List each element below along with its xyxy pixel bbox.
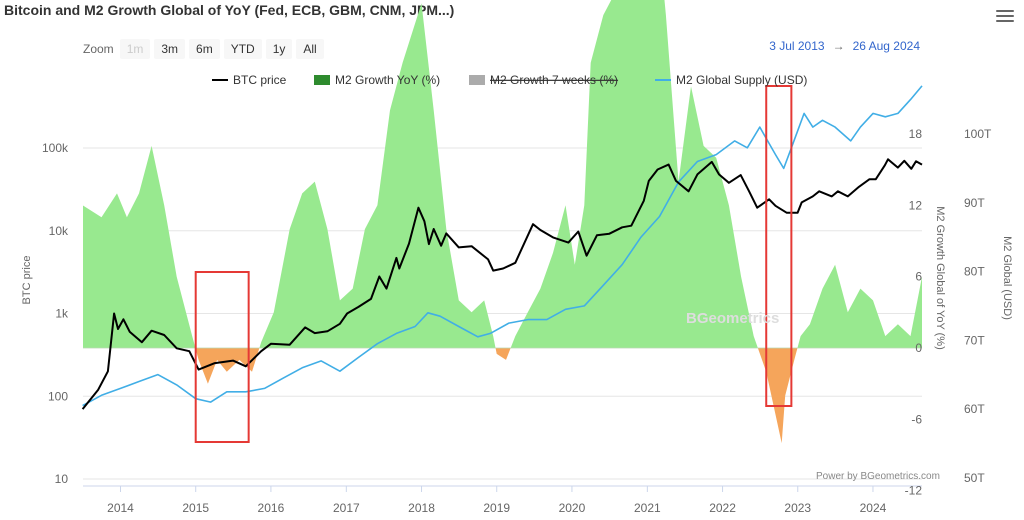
m2-supply-axis-tick-label: 70T bbox=[964, 333, 985, 347]
x-axis-tick-label: 2020 bbox=[559, 501, 586, 515]
zoom-label: Zoom bbox=[83, 42, 114, 56]
zoom-3m-button[interactable]: 3m bbox=[154, 39, 186, 59]
x-axis-tick-label: 2022 bbox=[709, 501, 736, 515]
legend-symbol bbox=[469, 75, 485, 85]
m2-supply-axis-tick-label: 60T bbox=[964, 402, 985, 416]
m2-supply-axis-title: M2 Global (USD) bbox=[1001, 236, 1013, 320]
legend-item[interactable]: M2 Growth 7 weeks (%) bbox=[469, 73, 618, 87]
x-axis-tick-label: 2023 bbox=[784, 501, 811, 515]
legend-label: M2 Growth 7 weeks (%) bbox=[490, 73, 618, 87]
range-from-input[interactable]: 3 Jul 2013 bbox=[769, 39, 825, 53]
date-range: 3 Jul 2013 → 26 Aug 2024 bbox=[720, 39, 920, 53]
range-arrow-icon: → bbox=[832, 39, 845, 53]
m2-growth-axis-tick-label: 18 bbox=[909, 127, 923, 141]
m2-growth-axis-tick-label: 6 bbox=[915, 270, 922, 284]
m2-supply-axis-tick-label: 100T bbox=[964, 127, 992, 141]
btc-axis-tick-label: 10k bbox=[49, 224, 69, 238]
zoom-ytd-button[interactable]: YTD bbox=[223, 39, 262, 59]
btc-axis-title: BTC price bbox=[21, 256, 33, 305]
m2-supply-line bbox=[82, 85, 923, 407]
x-axis-tick-label: 2017 bbox=[333, 501, 360, 515]
zoom-1y-button[interactable]: 1y bbox=[265, 39, 293, 59]
credits-link[interactable]: Power by BGeometrics.com bbox=[816, 471, 940, 482]
x-axis-tick-label: 2018 bbox=[408, 501, 435, 515]
zoom-6m-button[interactable]: 6m bbox=[189, 39, 220, 59]
x-axis-tick-label: 2015 bbox=[182, 501, 209, 515]
watermark: BGeometrics bbox=[686, 310, 780, 327]
highlight-box bbox=[194, 271, 250, 443]
m2-supply-axis-tick-label: 80T bbox=[964, 265, 985, 279]
legend-item[interactable]: M2 Global Supply (USD) bbox=[655, 73, 807, 87]
legend-label: BTC price bbox=[233, 73, 287, 87]
hamburger-menu-icon[interactable] bbox=[996, 10, 1014, 24]
zoom-controls: Zoom 1m 3m 6m YTD 1y All bbox=[83, 39, 328, 59]
btc-axis-tick-label: 1k bbox=[55, 307, 69, 321]
btc-axis-tick-label: 100k bbox=[42, 141, 69, 155]
legend-label: M2 Growth YoY (%) bbox=[335, 73, 440, 87]
x-axis-tick-label: 2024 bbox=[860, 501, 887, 515]
x-axis-tick-label: 2014 bbox=[107, 501, 134, 515]
legend-label: M2 Global Supply (USD) bbox=[676, 73, 807, 87]
x-axis-tick-label: 2019 bbox=[483, 501, 510, 515]
chart-title: Bitcoin and M2 Growth Global of YoY (Fed… bbox=[4, 2, 455, 18]
x-axis-tick-label: 2016 bbox=[258, 501, 285, 515]
x-axis-tick-label: 2021 bbox=[634, 501, 661, 515]
m2-growth-axis-tick-label: 0 bbox=[915, 341, 922, 355]
m2-growth-negative-area bbox=[83, 348, 922, 444]
m2-growth-axis-tick-label: 12 bbox=[909, 198, 923, 212]
m2-growth-positive-area bbox=[83, 0, 922, 348]
highlight-box bbox=[765, 85, 793, 407]
zoom-1m-button[interactable]: 1m bbox=[119, 39, 151, 59]
m2-growth-axis-tick-label: -6 bbox=[911, 412, 922, 426]
legend-item[interactable]: M2 Growth YoY (%) bbox=[314, 73, 440, 87]
m2-supply-axis-tick-label: 50T bbox=[964, 471, 985, 485]
btc-axis-tick-label: 100 bbox=[48, 389, 68, 403]
legend-symbol bbox=[314, 75, 330, 85]
m2-growth-axis-title: M2 Growth Global of YoY (%) bbox=[934, 206, 946, 349]
btc-price-line bbox=[81, 158, 923, 410]
m2-supply-axis-tick-label: 90T bbox=[964, 196, 985, 210]
m2-growth-axis-tick-label: -12 bbox=[905, 484, 923, 498]
legend-item[interactable]: BTC price bbox=[212, 73, 287, 87]
zoom-all-button[interactable]: All bbox=[296, 39, 324, 59]
range-to-input[interactable]: 26 Aug 2024 bbox=[852, 39, 920, 53]
btc-axis-tick-label: 10 bbox=[55, 472, 69, 486]
